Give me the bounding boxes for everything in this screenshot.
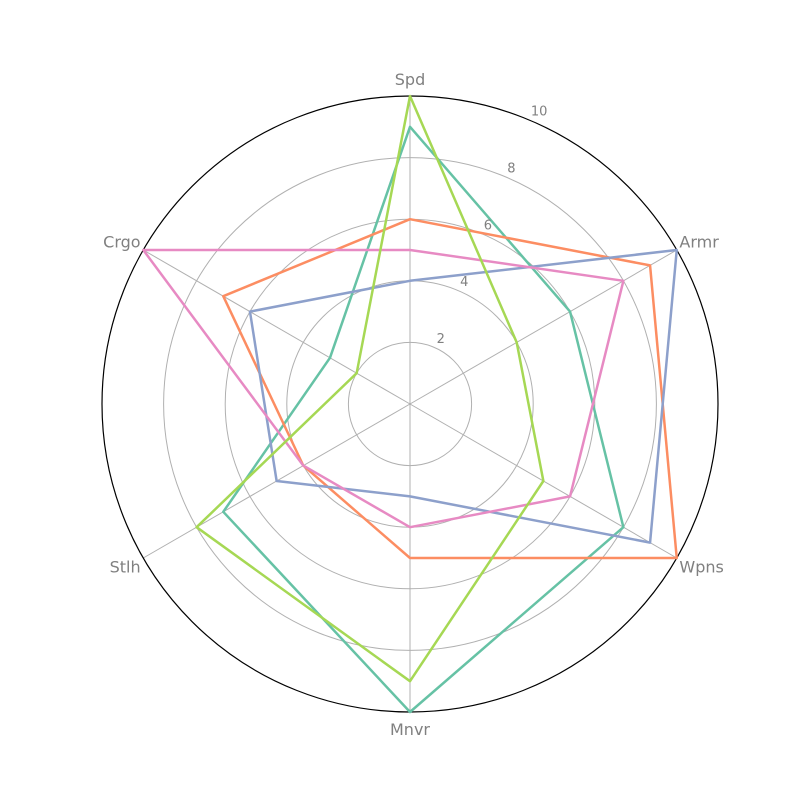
axis-label-crgo: Crgo — [103, 233, 140, 252]
radial-tick-label: 6 — [484, 218, 492, 233]
axis-label-mnvr: Mnvr — [390, 720, 430, 739]
spoke-crgo — [143, 249, 411, 405]
series-line-5 — [195, 94, 545, 683]
axis-label-armr: Armr — [679, 233, 719, 252]
series-line-3 — [248, 248, 678, 544]
label-layer: 2 4 6 8 10 Spd Armr Wpns Mnvr Stlh Crgo — [103, 70, 724, 739]
series-line-2 — [222, 217, 678, 560]
series-line-1 — [222, 125, 625, 714]
axis-label-spd: Spd — [395, 70, 425, 89]
axis-label-wpns: Wpns — [679, 557, 723, 576]
radial-tick-label: 2 — [437, 332, 445, 347]
radial-tick-label: 8 — [507, 161, 515, 176]
series-line-4 — [142, 248, 625, 529]
series-layer — [142, 94, 678, 714]
grid-layer — [101, 95, 719, 713]
spoke-armr — [409, 249, 677, 405]
radial-tick-label: 4 — [460, 275, 468, 290]
radial-tick-label: 10 — [531, 104, 548, 119]
axis-label-stlh: Stlh — [110, 557, 141, 576]
